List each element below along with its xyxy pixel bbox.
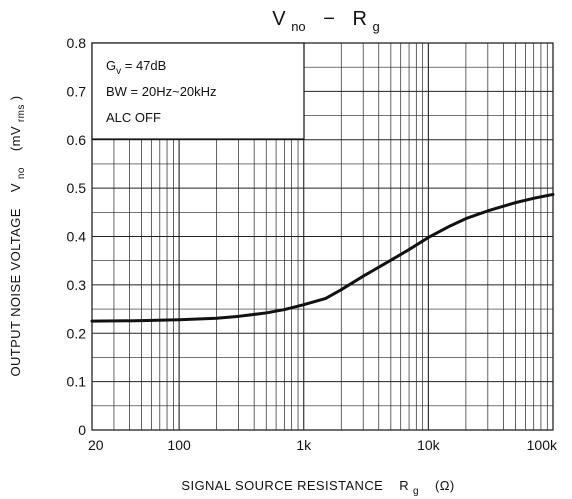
title-main-sub: no bbox=[291, 19, 305, 34]
annotation-line-2: BW = 20Hz~20kHz bbox=[106, 84, 217, 99]
y-tick-label: 0.7 bbox=[67, 83, 87, 99]
y-axis-unit-suffix: ) bbox=[8, 95, 23, 100]
title-main: V bbox=[272, 8, 286, 30]
annotation-line-1: Gv = 47dB bbox=[106, 58, 166, 77]
x-axis-unit: (Ω) bbox=[435, 478, 455, 493]
y-tick-label: 0.1 bbox=[67, 374, 87, 390]
title-separator: − bbox=[323, 8, 335, 30]
title-secondary: R bbox=[352, 8, 366, 30]
y-axis-unit-prefix: (mV bbox=[8, 126, 23, 151]
x-tick-label: 1k bbox=[296, 437, 312, 453]
noise-voltage-curve bbox=[90, 192, 555, 323]
title-secondary-sub: g bbox=[372, 19, 379, 34]
y-axis-symbol-sub: no bbox=[16, 167, 27, 179]
x-tick-label: 100k bbox=[527, 437, 558, 453]
y-tick-label: 0.5 bbox=[67, 180, 87, 196]
y-tick-label: 0.4 bbox=[67, 229, 87, 245]
x-axis-symbol-sub: g bbox=[413, 486, 419, 497]
annotation-line-3: ALC OFF bbox=[106, 110, 161, 125]
y-tick-label: 0.8 bbox=[67, 35, 87, 51]
annotation-suffix: = 47dB bbox=[121, 58, 166, 73]
annotation-sub: v bbox=[116, 66, 121, 77]
y-tick-label: 0.6 bbox=[67, 132, 87, 148]
y-axis-unit-sub: rms bbox=[16, 104, 27, 122]
x-tick-label: 10k bbox=[417, 437, 441, 453]
y-tick-label: 0.3 bbox=[67, 277, 87, 293]
tick-labels: 20 100 1k 10k 100k 0 0.1 0.2 0.3 0.4 0.5 0.6 0.7 0.8 bbox=[67, 35, 558, 453]
annotation-box-frame bbox=[91, 42, 305, 140]
annotation-box: Gv = 47dB BW = 20Hz~20kHz ALC OFF bbox=[91, 42, 305, 140]
x-axis-label: SIGNAL SOURCE RESISTANCE R g (Ω) bbox=[181, 478, 454, 497]
annotation-main: G bbox=[106, 58, 116, 73]
x-tick-label: 20 bbox=[88, 437, 104, 453]
y-axis-label: OUTPUT NOISE VOLTAGE V no (mV rms ) bbox=[8, 95, 27, 376]
y-axis-symbol: V bbox=[8, 183, 23, 192]
y-axis-label-text: OUTPUT NOISE VOLTAGE bbox=[8, 208, 23, 376]
series-layer bbox=[90, 192, 555, 323]
chart-title: V no − R g bbox=[272, 8, 379, 36]
y-tick-label: 0.2 bbox=[67, 325, 87, 341]
y-tick-label: 0 bbox=[78, 422, 86, 438]
annotation-main: BW = 20Hz~20kHz bbox=[106, 84, 217, 99]
x-axis-symbol: R bbox=[399, 478, 409, 493]
annotation-main: ALC OFF bbox=[106, 110, 161, 125]
x-tick-label: 100 bbox=[167, 437, 191, 453]
x-axis-label-text: SIGNAL SOURCE RESISTANCE bbox=[181, 478, 383, 493]
